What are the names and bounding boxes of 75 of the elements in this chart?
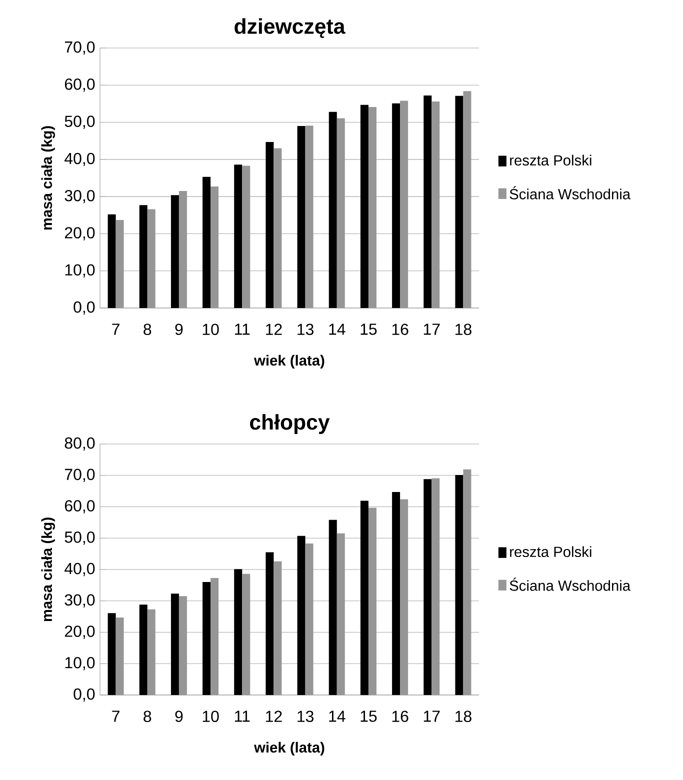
y-tick-label: 70,0: [64, 41, 95, 55]
bar: [455, 475, 464, 695]
x-tick-label: 9: [175, 710, 183, 722]
bar: [328, 520, 337, 695]
x-tick-label: 18: [456, 324, 472, 336]
bar: [266, 142, 274, 308]
x-tick-label: 15: [360, 324, 377, 335]
y-tick-label: 80,0: [64, 437, 95, 451]
x-axis-title: wiek (lata): [254, 354, 324, 369]
bar: [360, 104, 368, 308]
x-tick-label: 12: [266, 324, 282, 335]
y-tick-label: 30,0: [64, 594, 95, 608]
bar: [108, 613, 116, 695]
y-axis-title: masa ciała (kg): [41, 126, 55, 230]
bar: [170, 594, 179, 695]
x-tick-label: 16: [392, 710, 408, 722]
bar: [266, 552, 274, 695]
legend-label: reszta Polski: [510, 546, 592, 558]
x-axis-title: wiek (lata): [254, 742, 324, 756]
bar: [139, 205, 148, 308]
bar: [328, 112, 337, 308]
x-tick-label: 11: [235, 324, 250, 335]
x-tick-label: 9: [175, 324, 183, 336]
bar: [424, 96, 432, 308]
legend-label: Ściana Wschodnia: [510, 186, 631, 200]
bar: [424, 479, 432, 695]
y-tick-label: 20,0: [64, 626, 95, 639]
bar: [392, 103, 400, 308]
bar: [170, 195, 179, 308]
bar: [297, 126, 306, 308]
x-tick-label: 18: [456, 710, 472, 722]
x-tick-label: 17: [424, 324, 440, 335]
y-tick-label: 10,0: [65, 657, 95, 670]
bar: [202, 582, 211, 695]
x-tick-label: 13: [298, 710, 314, 722]
x-tick-label: 15: [360, 710, 377, 722]
bar: [360, 500, 368, 695]
bar: [139, 604, 148, 695]
x-tick-label: 8: [144, 710, 152, 722]
y-axis-title: masa ciała (kg): [41, 518, 55, 622]
legend-label: reszta Polski: [510, 154, 592, 166]
bar: [108, 214, 116, 308]
y-tick-label: 40,0: [64, 562, 95, 576]
y-tick-label: 30,0: [64, 190, 95, 204]
x-tick-label: 7: [112, 324, 120, 335]
bar: [392, 492, 400, 695]
y-tick-label: 40,0: [64, 152, 95, 166]
y-tick-label: 0,0: [74, 688, 95, 702]
y-tick-label: 50,0: [64, 116, 95, 129]
chart-title: chłopcy: [250, 414, 330, 434]
bar: [455, 96, 464, 308]
x-tick-label: 14: [329, 324, 346, 335]
x-tick-label: 11: [235, 710, 250, 722]
y-tick-label: 20,0: [64, 227, 95, 240]
y-tick-label: 60,0: [64, 500, 95, 514]
y-tick-label: 70,0: [64, 468, 95, 482]
x-tick-label: 10: [202, 710, 219, 722]
x-tick-label: 10: [202, 324, 219, 336]
x-tick-label: 17: [424, 710, 440, 722]
y-tick-label: 50,0: [64, 532, 95, 545]
bar: [297, 536, 306, 695]
bar: [234, 164, 242, 308]
legend-label: Ściana Wschodnia: [510, 578, 631, 591]
x-tick-label: 12: [266, 710, 282, 722]
x-tick-label: 16: [392, 324, 408, 336]
bar: [202, 176, 211, 308]
x-tick-label: 14: [329, 710, 346, 722]
chart-title: dziewczęta: [234, 18, 346, 38]
y-tick-label: 10,0: [65, 264, 95, 278]
y-tick-label: 0,0: [74, 301, 95, 315]
x-tick-label: 13: [298, 324, 314, 336]
y-tick-label: 60,0: [64, 78, 95, 92]
x-tick-label: 8: [144, 324, 152, 336]
bar: [234, 569, 242, 695]
x-tick-label: 7: [112, 710, 120, 722]
